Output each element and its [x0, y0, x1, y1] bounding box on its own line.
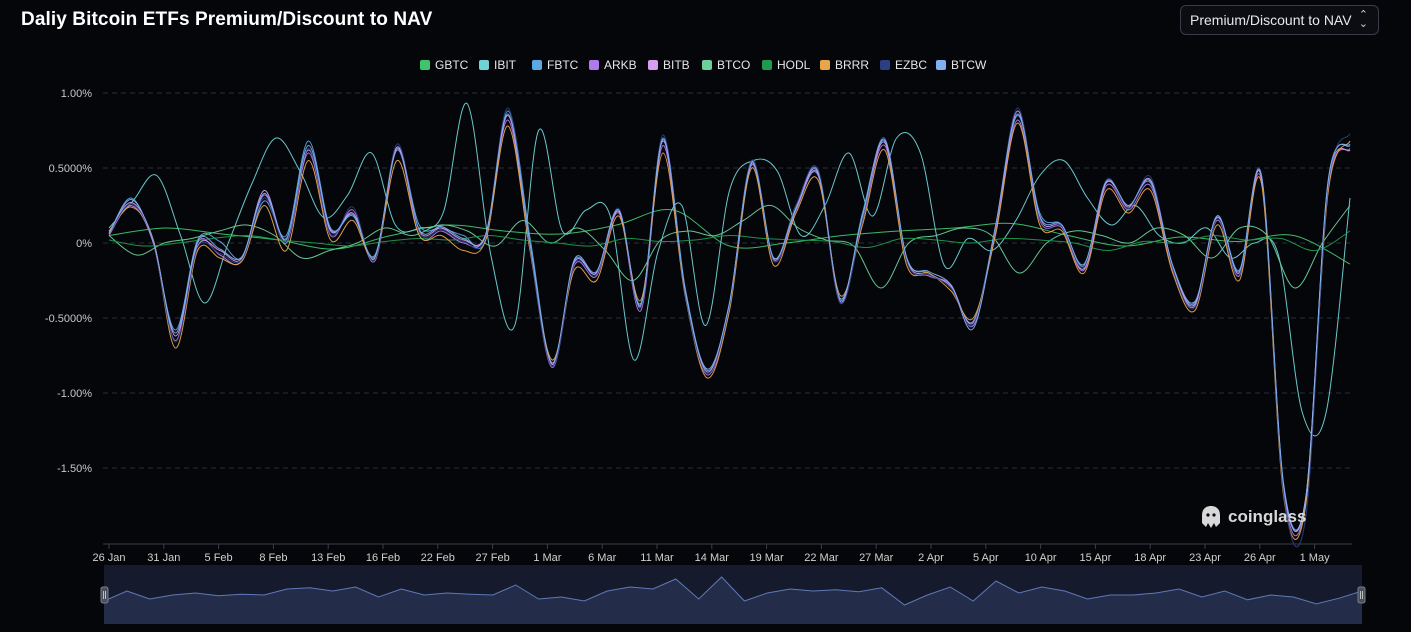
series-line-btco[interactable] — [108, 204, 1351, 289]
legend-label: HODL — [777, 58, 811, 72]
chevron-up-down-icon: ⌃ ⌄ — [1358, 9, 1368, 30]
legend-item-btco[interactable]: BTCO — [702, 58, 750, 72]
series-line-brrr[interactable] — [108, 122, 1351, 540]
x-tick-label: 8 Feb — [259, 552, 287, 564]
legend-swatch — [762, 60, 772, 70]
legend-label: BTCO — [717, 58, 751, 72]
legend-item-arkb[interactable]: ARKB — [589, 58, 637, 72]
legend-swatch — [936, 60, 946, 70]
x-tick-label: 26 Jan — [92, 552, 125, 564]
x-tick-label: 19 Mar — [749, 552, 784, 564]
legend-item-btcw[interactable]: BTCW — [936, 58, 986, 72]
legend-label: GBTC — [435, 58, 469, 72]
metric-select-value: Premium/Discount to NAV — [1190, 12, 1352, 28]
legend-swatch — [479, 60, 489, 70]
x-tick-label: 2 Apr — [918, 552, 944, 564]
y-tick-label: -0.5000% — [45, 313, 92, 325]
navigator-line — [103, 576, 1363, 606]
x-tick-label: 18 Apr — [1134, 552, 1166, 564]
series-line-ezbc[interactable] — [108, 107, 1351, 548]
legend-label: IBIT — [494, 58, 517, 72]
x-tick-label: 1 Mar — [533, 552, 561, 564]
legend-swatch — [420, 60, 430, 70]
x-tick-label: 26 Apr — [1244, 552, 1276, 564]
legend-swatch — [589, 60, 599, 70]
x-tick-label: 27 Feb — [475, 552, 509, 564]
navigator-area — [104, 577, 1362, 624]
legend-label: BTCW — [951, 58, 987, 72]
page-title: Daliy Bitcoin ETFs Premium/Discount to N… — [21, 9, 433, 30]
legend-item-gbtc[interactable]: GBTC — [420, 58, 468, 72]
y-tick-label: 1.00% — [61, 88, 92, 100]
legend-item-ibit[interactable]: IBIT — [479, 58, 516, 72]
x-tick-label: 14 Mar — [695, 552, 730, 564]
legend-label: BITB — [663, 58, 690, 72]
legend-swatch — [880, 60, 890, 70]
x-tick-label: 23 Apr — [1189, 552, 1221, 564]
legend-item-hodl[interactable]: HODL — [762, 58, 810, 72]
metric-select[interactable]: Premium/Discount to NAV ⌃ ⌄ — [1180, 5, 1379, 35]
legend-label: ARKB — [604, 58, 637, 72]
x-tick-label: 11 Mar — [640, 552, 674, 564]
legend-swatch — [702, 60, 712, 70]
legend-label: BRRR — [835, 58, 870, 72]
x-tick-label: 16 Feb — [366, 552, 400, 564]
series-line-hodl[interactable] — [108, 230, 1351, 252]
legend-swatch — [648, 60, 658, 70]
series-line-btcw[interactable] — [108, 113, 1351, 533]
legend-label: FBTC — [547, 58, 579, 72]
legend-item-bitb[interactable]: BITB — [648, 58, 690, 72]
y-tick-label: -1.00% — [57, 388, 92, 400]
legend-swatch — [820, 60, 830, 70]
legend-item-fbtc[interactable]: FBTC — [532, 58, 578, 72]
x-tick-label: 22 Mar — [804, 552, 839, 564]
x-tick-label: 27 Mar — [859, 552, 894, 564]
x-tick-label: 15 Apr — [1079, 552, 1111, 564]
navigator-handle-right[interactable] — [1357, 586, 1366, 604]
legend-item-ezbc[interactable]: EZBC — [880, 58, 927, 72]
series-line-gbtc[interactable] — [108, 208, 1351, 265]
legend-swatch — [532, 60, 542, 70]
series-line-fbtc[interactable] — [108, 110, 1351, 531]
coinglass-icon — [1202, 506, 1220, 528]
y-tick-label: 0.5000% — [49, 163, 93, 175]
x-tick-label: 1 May — [1300, 552, 1330, 564]
x-tick-label: 6 Mar — [588, 552, 616, 564]
x-tick-label: 13 Feb — [311, 552, 345, 564]
x-tick-label: 31 Jan — [147, 552, 180, 564]
chart-legend: GBTC IBIT FBTC ARKB BITB BTCO HODL BRRR EZBC BTCW — [0, 58, 1411, 74]
legend-label: EZBC — [895, 58, 928, 72]
y-tick-label: -1.50% — [57, 463, 92, 475]
legend-item-brrr[interactable]: BRRR — [820, 58, 869, 72]
coinglass-logo: coinglass — [1200, 505, 1306, 529]
x-tick-label: 22 Feb — [421, 552, 455, 564]
series-line-arkb[interactable] — [108, 119, 1351, 537]
watermark-text: coinglass — [1228, 507, 1307, 526]
x-tick-label: 10 Apr — [1025, 552, 1057, 564]
x-tick-label: 5 Apr — [973, 552, 999, 564]
y-tick-label: 0% — [76, 238, 92, 250]
series-group — [108, 102, 1351, 548]
x-tick-label: 5 Feb — [205, 552, 233, 564]
series-line-ibit[interactable] — [108, 102, 1351, 437]
navigator-handle-left[interactable] — [100, 586, 109, 604]
